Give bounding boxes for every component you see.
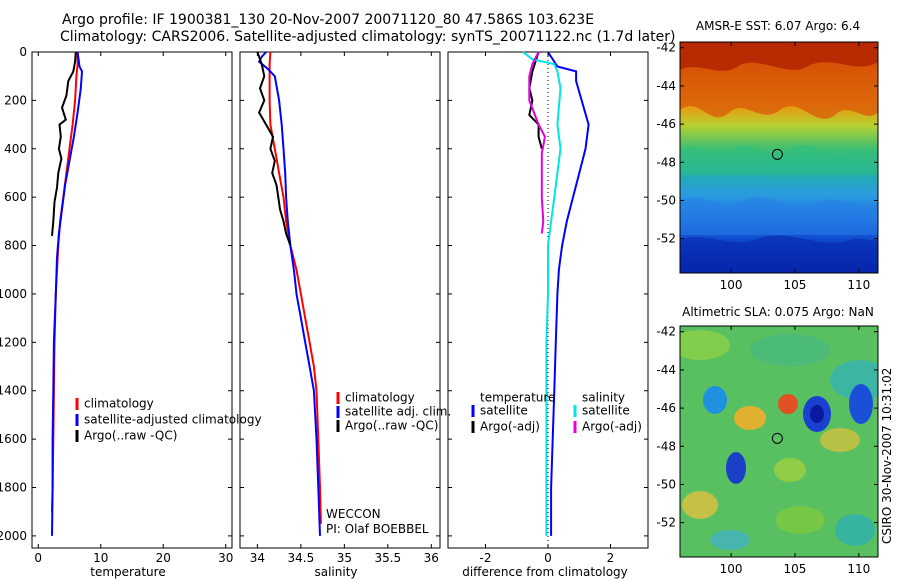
legend-header-salinity: salinity [582, 391, 625, 405]
difference-panel: difference from climatology -2 0 2 tempera… [447, 51, 649, 579]
y-tick-label: 600 [4, 190, 27, 204]
x-tick-label: 2 [607, 551, 615, 565]
x-tick-label: 0 [34, 551, 42, 565]
argo-location-marker [771, 432, 783, 444]
y-tick-label: 2000 [0, 529, 27, 543]
series-line [528, 51, 546, 234]
x-tick-label: 34.5 [288, 551, 315, 565]
annotation-pi: PI: Olaf BOEBBEL [326, 522, 429, 536]
legend-label-satellite-adj: satellite adj. clim. [345, 405, 451, 419]
y-tick-label: 200 [4, 93, 27, 107]
y-tick-label: -46 [656, 117, 676, 131]
y-tick-label: 1600 [0, 432, 27, 446]
y-tick-label: 400 [4, 142, 27, 156]
y-tick-label: -48 [656, 155, 676, 169]
series-line [522, 51, 562, 536]
difference-xlabel: difference from climatology [462, 565, 628, 579]
y-tick-label: 1000 [0, 287, 27, 301]
series-line [257, 51, 321, 536]
y-tick-label: -50 [656, 477, 676, 491]
legend-label-sal-argo: Argo(-adj) [582, 420, 642, 434]
chart-title-line2: Climatology: CARS2006. Satellite-adjuste… [60, 29, 676, 45]
x-tick-label: 105 [784, 562, 807, 576]
chart-title-line1: Argo profile: IF 1900381_130 20-Nov-2007… [62, 12, 595, 28]
x-tick-label: 110 [847, 278, 870, 292]
legend-label-satellite-adjusted: satellite-adjusted climatology [84, 413, 262, 427]
legend-header-temperature: temperature [480, 391, 555, 405]
y-tick-label: 800 [4, 239, 27, 253]
sst-map-panel: AMSR-E SST: 6.07 Argo: 6.4 [656, 19, 879, 292]
legend-label-climatology: climatology [84, 397, 154, 411]
series-line [256, 51, 292, 246]
salinity-panel: salinity 34 34.5 35 35.5 36 climatology sate… [239, 51, 451, 579]
y-tick-label: -44 [656, 363, 676, 377]
series-line [547, 51, 590, 536]
x-tick-label: 36 [424, 551, 439, 565]
x-tick-label: -2 [480, 551, 492, 565]
legend-label-sal-satellite: satellite [582, 404, 630, 418]
sst-map-title: AMSR-E SST: 6.07 Argo: 6.4 [696, 19, 860, 33]
legend-label-climatology: climatology [345, 391, 415, 405]
x-tick-label: 20 [156, 551, 171, 565]
x-tick-label: 30 [218, 551, 233, 565]
argo-location-marker [771, 148, 783, 160]
y-tick-label: -52 [656, 516, 676, 530]
y-tick-label: -44 [656, 79, 676, 93]
x-tick-label: 35 [337, 551, 352, 565]
series-line [51, 51, 84, 536]
temperature-xlabel: temperature [90, 565, 165, 579]
x-tick-label: 110 [847, 562, 870, 576]
temperature-panel: temperature 0 10 20 30 0 200 400 600 800 1000 1200… [0, 45, 262, 579]
y-tick-label: 1800 [0, 481, 27, 495]
x-tick-label: 100 [720, 278, 743, 292]
sla-map-panel: Altimetric SLA: 0.075 Argo: NaN 100 105 11… [656, 305, 894, 576]
y-tick-label: -50 [656, 193, 676, 207]
credit-label: CSIRO 30-Nov-2007 10:31:02 [880, 368, 894, 544]
y-tick-label: -52 [656, 232, 676, 246]
annotation-weccon: WECCON [326, 507, 381, 521]
series-line [51, 51, 77, 236]
x-tick-label: 10 [93, 551, 108, 565]
y-tick-label: 1200 [0, 335, 27, 349]
x-tick-label: 34 [250, 551, 265, 565]
legend-label-temp-satellite: satellite [480, 404, 528, 418]
y-tick-label: 0 [19, 45, 27, 59]
y-tick-label: 1400 [0, 384, 27, 398]
salinity-xlabel: salinity [314, 565, 357, 579]
y-tick-label: -46 [656, 401, 676, 415]
x-tick-label: 105 [784, 278, 807, 292]
y-tick-label: -42 [656, 41, 676, 55]
salinity-legend: climatology satellite adj. clim. Argo(..… [336, 391, 451, 433]
temperature-legend: climatology satellite-adjusted climatolo… [75, 397, 262, 443]
legend-label-argo: Argo(..raw -QC) [345, 419, 438, 433]
x-tick-label: 35.5 [374, 551, 401, 565]
legend-label-temp-argo: Argo(-adj) [480, 420, 540, 434]
sla-map-title: Altimetric SLA: 0.075 Argo: NaN [682, 305, 874, 319]
y-tick-label: -48 [656, 439, 676, 453]
x-tick-label: 100 [720, 562, 743, 576]
difference-legend: temperature satellite Argo(-adj) salinit… [471, 391, 642, 434]
y-tick-label: -42 [656, 325, 676, 339]
legend-label-argo: Argo(..raw -QC) [84, 429, 177, 443]
series-line [528, 51, 543, 150]
x-tick-label: 0 [544, 551, 552, 565]
